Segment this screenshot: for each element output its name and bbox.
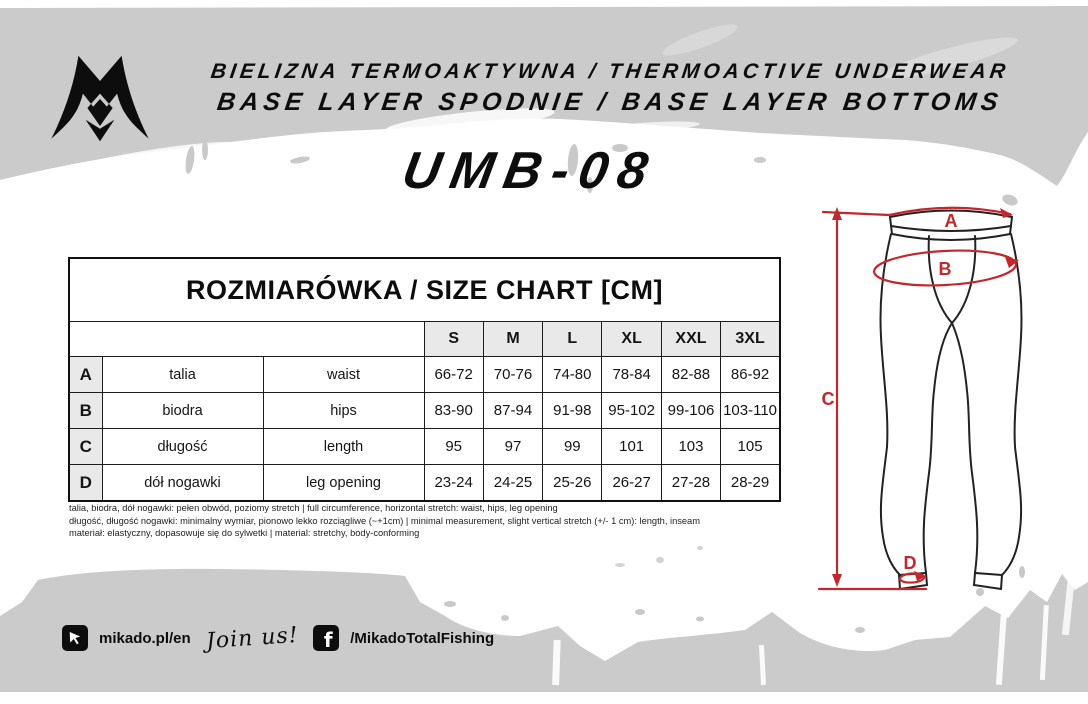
value-cell: 25-26 [542,464,603,502]
row-letter: A [68,356,103,393]
footer: mikado.pl/en Join us! f /MikadoTotalFish… [62,622,495,654]
footnote-line: talia, biodra, dół nogawki: pełen obwód,… [69,503,558,513]
size-col-header-s: S [423,321,484,357]
model-number: UMB-08 [398,142,662,200]
label-pl: długość [101,428,264,465]
value-cell: 101 [601,428,662,465]
website-link[interactable]: mikado.pl/en [99,629,191,647]
table-row-waist: A talia waist 66-72 70-76 74-80 78-84 82… [68,356,781,393]
value-cell: 99 [542,428,603,465]
value-cell: 27-28 [660,464,722,502]
label-pl: talia [101,356,264,393]
label-en: leg opening [262,464,425,502]
leggings-outline [879,209,1023,591]
value-cell: 91-98 [542,392,603,429]
diagram-label-a: A [945,211,958,231]
arrowheads [832,207,1019,587]
size-chart-title: ROZMIARÓWKA / SIZE CHART [CM] [68,257,781,322]
facebook-f-glyph: f [323,628,333,652]
size-col-header-xxl: XXL [660,321,722,357]
leggings-measurement-diagram: A B C D [817,206,1023,591]
footnote-line: długość, długość nogawki: minimalny wymi… [69,515,700,526]
value-cell: 24-25 [482,464,544,502]
header-line-pl-en: BIELIZNA TERMOAKTYWNA / THERMOACTIVE UND… [209,60,1011,83]
value-cell: 70-76 [482,356,544,393]
join-us-text: Join us! [204,622,300,654]
value-cell: 95 [423,428,484,465]
diagram-label-d: D [904,553,917,573]
table-row-leg-opening: D dół nogawki leg opening 23-24 24-25 25… [68,464,781,502]
value-cell: 99-106 [660,392,722,429]
sizes-row-spacer [68,321,425,357]
value-cell: 82-88 [660,356,722,393]
value-cell: 105 [720,428,781,465]
table-row-length: C długość length 95 97 99 101 103 105 [68,428,781,465]
header-titles: BIELIZNA TERMOAKTYWNA / THERMOACTIVE UND… [140,60,1080,117]
table-row-hips: B biodra hips 83-90 87-94 91-98 95-102 9… [68,392,781,429]
facebook-icon[interactable]: f [313,625,340,652]
diagram-label-b: B [939,259,952,279]
diagram-label-c: C [822,389,835,409]
value-cell: 87-94 [482,392,544,429]
header-line-base-layer: BASE LAYER SPODNIE / BASE LAYER BOTTOMS [215,88,1005,116]
label-pl: biodra [101,392,264,429]
measurement-arrows [817,206,1018,591]
size-col-header-l: L [542,321,603,357]
label-en: length [262,428,425,465]
label-en: hips [262,392,425,429]
row-letter: B [68,392,103,429]
value-cell: 66-72 [423,356,484,393]
cursor-icon [62,625,88,651]
row-letter: D [68,464,103,502]
value-cell: 95-102 [601,392,662,429]
value-cell: 83-90 [423,392,484,429]
mikado-logo [51,55,149,142]
value-cell: 103-110 [720,392,781,429]
size-chart-table: ROZMIARÓWKA / SIZE CHART [CM] S M L XL X… [68,257,781,502]
value-cell: 74-80 [542,356,603,393]
value-cell: 86-92 [720,356,781,393]
value-cell: 78-84 [601,356,662,393]
value-cell: 103 [660,428,722,465]
label-pl: dół nogawki [101,464,264,502]
value-cell: 28-29 [720,464,781,502]
size-col-header-xl: XL [601,321,662,357]
footnote-line: materiał: elastyczny, dopasowuje się do … [69,528,420,539]
facebook-handle-link[interactable]: /MikadoTotalFishing [350,629,495,647]
row-letter: C [68,428,103,465]
value-cell: 26-27 [601,464,662,502]
label-en: waist [262,356,425,393]
value-cell: 23-24 [423,464,484,502]
footnotes: talia, biodra, dół nogawki: pełen obwód,… [69,502,709,540]
value-cell: 97 [482,428,544,465]
size-col-header-m: M [482,321,544,357]
size-col-header-3xl: 3XL [720,321,781,357]
